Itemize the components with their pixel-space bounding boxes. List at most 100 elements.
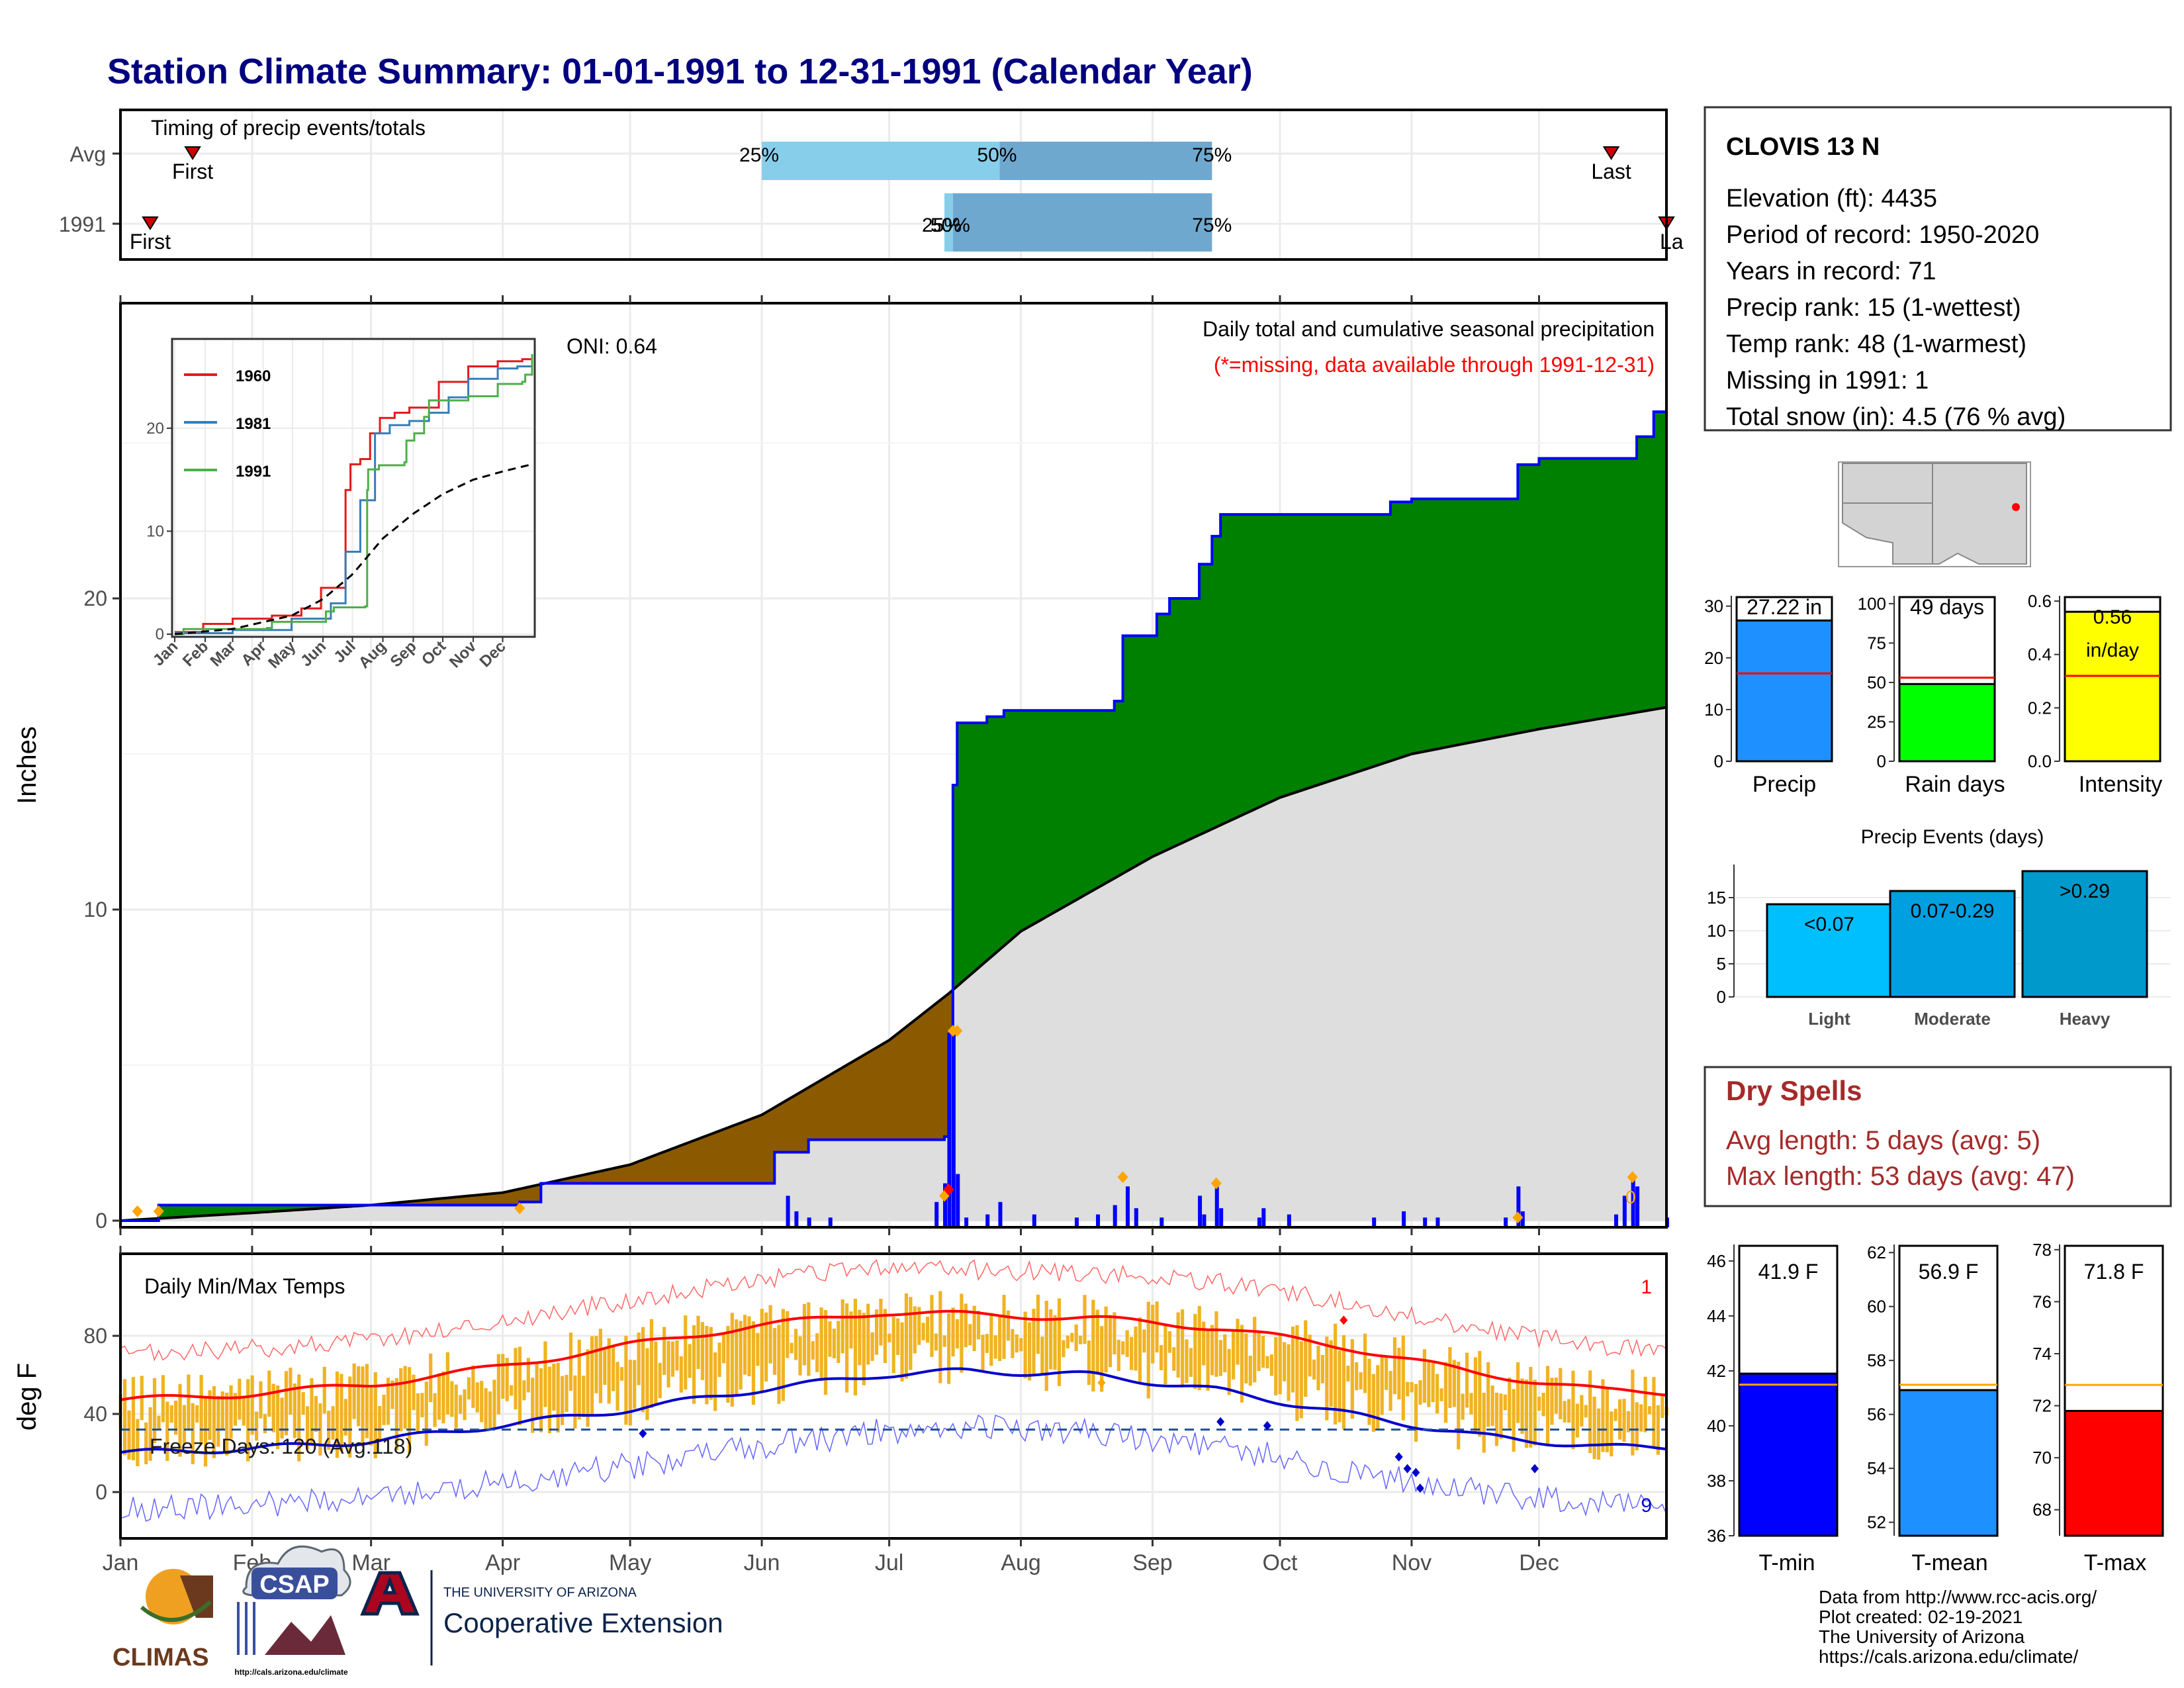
daily-temp-bar (1138, 1317, 1142, 1383)
surplus-area (1326, 514, 1332, 782)
surplus-area (1526, 464, 1531, 732)
daily-precip-bar (1520, 1211, 1525, 1227)
intensity-tick-label: 0.0 (2028, 751, 2052, 771)
deficit-area (643, 1158, 648, 1184)
surplus-area (171, 1205, 177, 1218)
daily-temp-bar (297, 1374, 301, 1462)
daily-precip-bar (1402, 1211, 1406, 1227)
daily-temp-bar (739, 1321, 743, 1390)
intensity-value-label: 0.56 (2093, 606, 2132, 628)
daily-temp-bar (471, 1365, 475, 1408)
deficit-area (698, 1137, 703, 1184)
surplus-area (1135, 635, 1140, 867)
daily-temp-bar (535, 1362, 539, 1420)
daily-temp-bar (1448, 1347, 1452, 1408)
daily-temp-bar (161, 1375, 165, 1423)
temp-y-tick-label: 40 (83, 1402, 107, 1426)
surplus-area (269, 1205, 274, 1212)
daily-temp-bar (467, 1377, 471, 1400)
t-min-tick-label: 42 (1707, 1361, 1726, 1381)
surplus-area (1347, 514, 1353, 775)
daily-temp-bar (254, 1411, 259, 1441)
deficit-area (630, 1162, 635, 1184)
daily-temp-bar (1639, 1404, 1643, 1432)
daily-precip-bar (1096, 1214, 1101, 1227)
daily-temp-bar (365, 1364, 369, 1438)
t-max-tick-label: 70 (2032, 1448, 2052, 1468)
daily-temp-bar (1074, 1324, 1078, 1351)
deficit-area (774, 1105, 780, 1152)
surplus-area (1641, 436, 1646, 712)
daily-temp-bar (1601, 1379, 1605, 1452)
deficit-area (893, 1033, 899, 1140)
t-min-tick-label: 38 (1707, 1471, 1726, 1491)
surplus-area (1339, 514, 1344, 778)
daily-temp-bar (909, 1297, 913, 1370)
t-mean-value-label: 56.9 F (1919, 1260, 1979, 1284)
inset-x-tick-label: Dec (477, 637, 510, 671)
temp-x-ticks: Jan Feb Mar Apr May Jun Jul Aug Sep Oct Nov Dec (103, 1246, 1559, 1575)
events-tick-label: 0 (1717, 987, 1726, 1007)
footer-credits: Data from http://www.rcc-acis.org/ Plot … (1819, 1587, 2097, 1667)
daily-temp-bar (386, 1378, 390, 1425)
daily-temp-bar (403, 1366, 407, 1429)
events-content: 0 5 10 15 <0.07 Light 0.07-0.29 Moderate >0.29 He… (1707, 865, 2171, 1029)
daily-temp-bar (1274, 1337, 1278, 1395)
surplus-area (205, 1205, 210, 1216)
daily-temp-bar (310, 1378, 314, 1443)
daily-temp-bar (335, 1371, 340, 1458)
daily-temp-bar (1554, 1377, 1558, 1414)
surplus-area (1441, 498, 1446, 749)
avg-first-label: First (172, 160, 213, 183)
surplus-area (1615, 458, 1621, 716)
inset-x-tick-label: Sep (387, 637, 420, 671)
daily-temp-bar (590, 1336, 594, 1417)
surplus-area (1148, 635, 1154, 859)
surplus-area (1207, 564, 1212, 831)
daily-temp-bar (1129, 1336, 1134, 1370)
inset-line-1960 (175, 356, 533, 633)
surplus-area (1140, 635, 1145, 865)
surplus-area (226, 1205, 232, 1215)
daily-precip-bar (947, 1034, 952, 1227)
daily-temp-bar (510, 1385, 514, 1396)
daily-temp-bar (870, 1332, 874, 1361)
surplus-area (1114, 701, 1119, 878)
month-label: Oct (1263, 1550, 1298, 1575)
deficit-area (940, 996, 945, 1140)
inset-x-tick-label: Feb (179, 637, 212, 670)
surplus-area (1021, 710, 1026, 931)
daily-temp-bar (972, 1305, 976, 1352)
surplus-area (1369, 514, 1374, 769)
deficit-area (694, 1139, 699, 1184)
daily-temp-bar (454, 1384, 458, 1429)
t-mean-tick-label: 54 (1867, 1458, 1886, 1478)
temperature-bar-charts: 36 38 40 42 44 46 41.9 F T-min 52 54 56 58 60 62 56.9 … (1707, 1240, 2168, 1575)
surplus-area (1569, 458, 1574, 724)
dry-spells-frame (1704, 1066, 2172, 1207)
daily-temp-bar (1299, 1341, 1303, 1419)
surplus-area (251, 1205, 257, 1213)
surplus-area (1237, 514, 1242, 818)
daily-temp-bar (1427, 1360, 1431, 1407)
deficit-area (660, 1151, 665, 1184)
surplus-area (1220, 514, 1226, 825)
t-min-value-label: 41.9 F (1758, 1260, 1819, 1284)
daily-temp-bar (1520, 1378, 1524, 1434)
daily-temp-bar (1559, 1368, 1563, 1420)
deficit-area (579, 1174, 584, 1184)
surplus-area (1059, 710, 1064, 910)
daily-temp-bar (1643, 1376, 1647, 1432)
deficit-area (919, 1013, 924, 1140)
precip-marker-icon (952, 1025, 963, 1037)
daily-temp-bar (786, 1311, 790, 1358)
surplus-area (1331, 514, 1336, 781)
deficit-area (719, 1129, 724, 1184)
surplus-area (1042, 710, 1047, 919)
surplus-area (1386, 514, 1391, 763)
daily-temp-bar (127, 1410, 131, 1460)
daily-temp-bar (1494, 1392, 1499, 1446)
deficit-area (676, 1145, 682, 1184)
daily-temp-bar (1121, 1341, 1125, 1355)
